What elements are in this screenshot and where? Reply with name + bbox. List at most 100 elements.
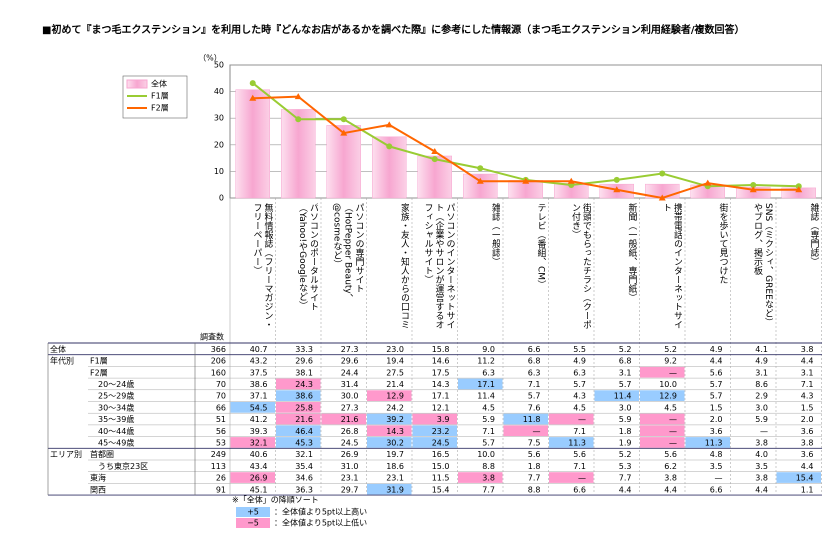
table-cell: 7.7 [619,474,632,483]
table-cell: 12.9 [386,392,404,401]
table-cell: 4.3 [801,392,814,401]
marker [385,121,393,128]
table-cell: 7.1 [482,427,495,436]
table-cell: 9.2 [664,357,677,366]
table-cell: 4.8 [710,450,723,459]
row-label: 35～39歳 [98,414,134,424]
note-text: ：全体値より5pt以上低い [274,518,367,528]
marker [476,177,484,184]
table-cell: 1.5 [801,403,814,412]
table-cell: 33.3 [295,345,313,354]
x-tick-label: テレビ（番組、CM） [535,203,546,290]
table-cell: 3.6 [710,427,723,436]
table-cell: 24.2 [386,403,404,412]
table-cell: — [578,474,586,483]
table-cell: 54.5 [250,403,268,412]
table-cell: 4.4 [801,462,814,471]
row-label: 30～34歳 [98,402,134,412]
table-cell: 4.5 [664,403,677,412]
y-unit: （%） [198,54,222,63]
marker [340,129,348,136]
x-tick-label: 無料情報誌（フリーマガジン・フリーペーパー） [251,203,273,329]
table-cell: — [578,415,586,424]
highlight [321,413,366,425]
highlight [412,425,457,437]
marker [658,194,666,201]
table-cell: 3.5 [755,462,768,471]
marker [249,94,257,101]
table-cell: — [533,427,541,436]
table-cell: 19.7 [386,450,404,459]
row-label: 東海 [90,473,106,483]
row-group: 全体 [50,344,66,354]
table-cell: 37.1 [250,392,268,401]
table-cell: 5.2 [619,450,632,459]
row-n: 66 [216,403,226,412]
table-cell: 5.2 [664,345,677,354]
table-cell: 7.5 [528,438,541,447]
table-cell: 5.6 [573,450,586,459]
table-cell: 46.4 [295,427,313,436]
table-header: 調査数 [200,332,224,342]
table-cell: 5.7 [482,438,495,447]
row-n: 249 [211,450,226,459]
table-cell: — [669,427,677,436]
table-cell: 24.4 [341,368,359,377]
table-cell: 4.4 [619,485,632,494]
table-cell: 2.0 [801,415,814,424]
highlight [276,437,321,448]
bar [326,125,361,199]
table-cell: 3.1 [755,368,768,377]
marker [567,177,575,184]
table-cell: 4.1 [755,345,768,354]
table-cell: 26.9 [250,474,268,483]
table-cell: 21.6 [295,415,313,424]
table-cell: 34.6 [295,474,313,483]
table-cell: 10.0 [477,450,495,459]
row-label: 45～49歳 [98,437,134,447]
table-cell: 24.5 [432,438,450,447]
highlight [367,425,412,437]
table-cell: 10.0 [659,380,677,389]
table-cell: 3.8 [801,438,814,447]
row-n: 53 [216,438,226,447]
table-cell: 17.1 [477,380,495,389]
table-cell: — [669,438,677,447]
table-cell: 3.8 [664,474,677,483]
table-cell: 39.3 [250,427,268,436]
row-n: 51 [216,415,226,424]
table-cell: 39.2 [386,415,404,424]
table-cell: 1.1 [801,485,814,494]
table-cell: 5.6 [710,368,723,377]
highlight [276,413,321,425]
row-n: 366 [211,345,226,354]
table-cell: 3.8 [482,474,495,483]
table-cell: 5.9 [482,415,495,424]
highlight [594,390,639,401]
highlight [640,437,685,448]
table-cell: 23.1 [341,474,359,483]
highlight [640,413,685,425]
note-text: ：全体値より5pt以上高い [274,507,367,517]
table-cell: 8.8 [482,462,495,471]
marker [659,170,666,177]
marker [704,179,712,186]
y-tick-label: 0 [219,194,224,203]
highlight [458,378,503,390]
table-cell: 3.1 [619,368,632,377]
row-group: エリア別 [50,450,82,459]
table-cell: 4.4 [664,485,677,494]
table-cell: 9.0 [482,345,495,354]
table-cell: 45.3 [295,438,313,447]
highlight [640,390,685,401]
table-cell: 4.5 [573,403,586,412]
highlight [549,472,594,483]
marker [431,147,439,154]
bar [281,109,316,199]
row-n: 70 [216,380,226,389]
table-cell: 38.6 [250,380,268,389]
table-cell: 4.3 [573,392,586,401]
table-cell: 4.9 [573,357,586,366]
table-cell: 27.3 [341,403,359,412]
table-cell: 6.6 [573,485,586,494]
